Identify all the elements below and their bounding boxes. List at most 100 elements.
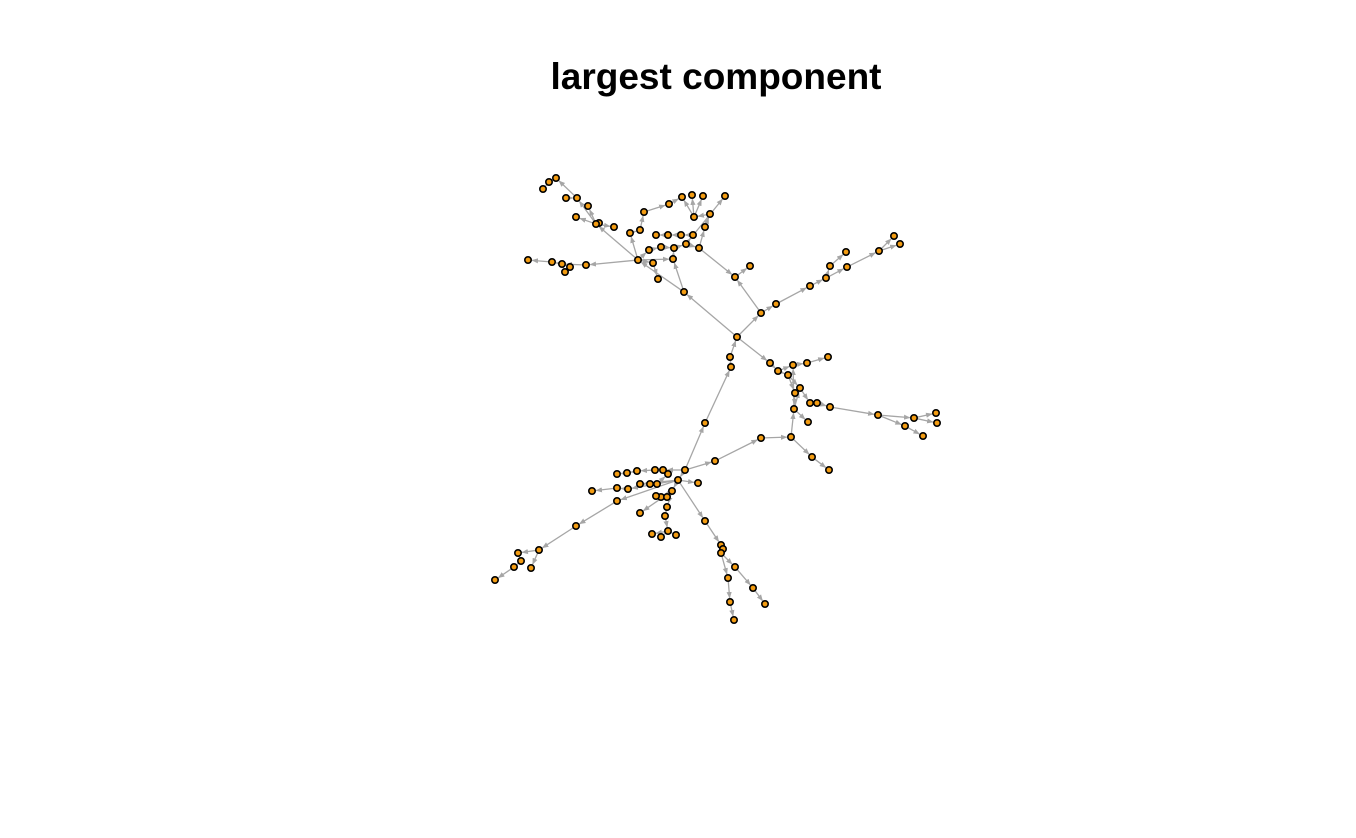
edge: [589, 259, 635, 267]
graph-node: [710, 456, 719, 465]
graph-node: [726, 362, 735, 371]
graph-node: [748, 583, 757, 592]
graph-node: [639, 208, 648, 217]
graph-node: [687, 191, 696, 200]
graph-node: [667, 486, 676, 495]
edge: [652, 265, 658, 276]
edge: [640, 261, 682, 291]
edge: [686, 294, 735, 336]
graph-node: [645, 479, 654, 488]
graph-node: [571, 521, 580, 530]
graph-node: [760, 599, 769, 608]
graph-node: [571, 213, 580, 222]
graph-node: [874, 247, 883, 256]
edge: [828, 268, 844, 278]
edge: [521, 549, 536, 555]
edge: [663, 519, 669, 528]
edge: [833, 406, 875, 416]
edge: [595, 487, 614, 493]
edge: [763, 305, 773, 312]
graph-node: [745, 261, 754, 270]
edge: [679, 482, 704, 519]
graph-node: [720, 192, 729, 201]
edge: [541, 527, 574, 549]
edge: [671, 198, 679, 205]
graph-node: [572, 194, 581, 203]
graph-node: [873, 410, 882, 419]
graph-node: [790, 388, 799, 397]
graph-node: [889, 232, 898, 241]
graph-node: [523, 255, 532, 264]
graph-node: [823, 352, 832, 361]
edge: [650, 246, 658, 252]
graph-node: [658, 465, 667, 474]
graph-node: [669, 244, 678, 253]
graph-node: [632, 466, 641, 475]
edge: [641, 258, 650, 264]
graph-node: [825, 261, 834, 270]
edge: [916, 418, 934, 424]
edge: [683, 200, 693, 215]
edge: [579, 217, 594, 224]
graph-node: [677, 193, 686, 202]
edge: [640, 467, 652, 474]
edge: [688, 242, 696, 248]
graph-node: [895, 240, 904, 249]
graph-node: [560, 267, 569, 276]
graph-node: [591, 220, 600, 229]
graph-node: [538, 185, 547, 194]
graph-node: [534, 545, 543, 554]
graph-node: [513, 548, 522, 557]
edge: [721, 555, 728, 575]
graph-node: [803, 417, 812, 426]
edge: [701, 249, 733, 275]
edge: [809, 357, 825, 363]
edge: [694, 199, 702, 215]
graph-node: [841, 248, 850, 257]
edge: [589, 209, 596, 222]
graph-node: [789, 404, 798, 413]
graph-node: [662, 492, 671, 501]
graph-node: [668, 255, 677, 264]
graph-node: [656, 243, 665, 252]
edge: [687, 461, 712, 470]
graph-node: [900, 421, 909, 430]
edge: [658, 476, 666, 483]
edge: [497, 568, 512, 579]
edge: [679, 470, 686, 478]
edge: [620, 480, 676, 501]
graph-node: [698, 192, 707, 201]
edge: [578, 200, 595, 222]
nodes-layer: [490, 174, 941, 624]
graph-node: [795, 383, 804, 392]
edge: [739, 338, 768, 361]
graph-node: [551, 174, 560, 183]
graph-node: [700, 418, 709, 427]
edges-layer: [497, 174, 934, 617]
graph-node: [648, 258, 657, 267]
graph-node: [689, 213, 698, 222]
edge: [881, 414, 911, 420]
graph-node: [688, 231, 697, 240]
graph-node: [783, 370, 792, 379]
graph-node: [812, 398, 821, 407]
graph-node: [671, 530, 680, 539]
edge: [532, 552, 539, 565]
edge: [685, 426, 704, 468]
graph-node: [756, 308, 765, 317]
edge: [812, 279, 823, 286]
graph-node: [647, 529, 656, 538]
edge: [673, 480, 680, 488]
edge: [730, 340, 737, 355]
graph-node: [561, 194, 570, 203]
graph-node: [773, 366, 782, 375]
graph-node: [725, 597, 734, 606]
graph-node: [756, 433, 765, 442]
edge: [531, 258, 549, 264]
graph-node: [609, 223, 618, 232]
graph-node: [723, 573, 732, 582]
edge: [880, 238, 892, 250]
graph-node: [673, 475, 682, 484]
graph-node: [681, 240, 690, 249]
edge: [831, 254, 844, 265]
